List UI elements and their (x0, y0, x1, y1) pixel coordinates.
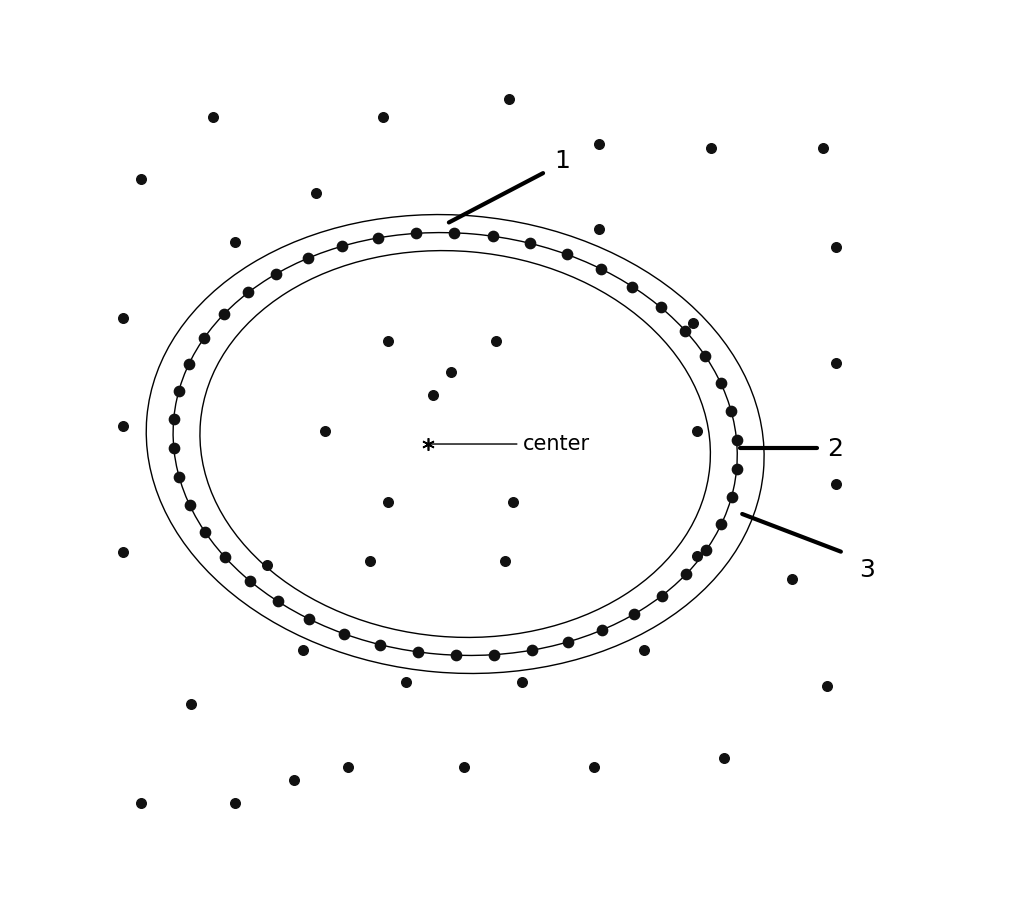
Point (302, 612, 318, 626)
Point (654, 588, 670, 603)
Point (133, 796, 149, 810)
Point (133, 172, 149, 187)
Point (560, 634, 576, 649)
Point (269, 594, 286, 608)
Point (678, 567, 694, 581)
Point (702, 141, 718, 155)
Point (183, 697, 199, 711)
Text: 3: 3 (859, 558, 875, 581)
Point (486, 648, 502, 662)
Point (723, 404, 740, 418)
Point (819, 679, 835, 693)
Point (506, 495, 522, 509)
Text: 1: 1 (554, 150, 570, 173)
Point (559, 248, 575, 262)
Point (448, 648, 464, 662)
Point (677, 324, 693, 338)
Point (689, 423, 705, 438)
Point (728, 461, 745, 475)
Point (484, 229, 500, 243)
Point (370, 231, 386, 245)
Point (487, 334, 503, 348)
Point (398, 675, 414, 689)
Point (334, 239, 350, 254)
Point (828, 239, 845, 254)
Point (653, 300, 669, 315)
Point (685, 316, 701, 330)
Point (713, 518, 730, 532)
Point (217, 550, 233, 564)
Point (456, 760, 472, 774)
Point (698, 543, 714, 557)
Point (828, 477, 845, 492)
Point (375, 109, 391, 124)
Point (295, 643, 311, 658)
Point (594, 623, 610, 637)
Point (515, 675, 531, 689)
Point (300, 251, 316, 266)
Point (115, 311, 131, 326)
Point (410, 645, 426, 659)
Point (227, 796, 243, 810)
Point (716, 751, 733, 765)
Text: 2: 2 (827, 437, 844, 460)
Point (171, 384, 187, 398)
Point (268, 266, 285, 281)
Point (241, 573, 257, 588)
Point (636, 643, 652, 658)
Point (182, 498, 198, 512)
Point (425, 388, 441, 402)
Point (205, 109, 221, 124)
Point (165, 413, 182, 427)
Point (197, 525, 213, 539)
Point (625, 280, 641, 294)
Point (815, 141, 831, 155)
Point (689, 549, 705, 563)
Point (240, 285, 256, 300)
Point (196, 331, 212, 345)
Point (626, 607, 642, 622)
Point (362, 553, 378, 568)
Point (443, 365, 459, 379)
Point (115, 544, 131, 559)
Point (258, 558, 274, 572)
Point (336, 626, 352, 640)
Point (586, 760, 602, 774)
Point (524, 643, 540, 658)
Text: center: center (431, 434, 589, 454)
Point (828, 356, 845, 370)
Point (723, 490, 740, 504)
Point (590, 136, 606, 151)
Point (372, 638, 388, 652)
Point (712, 376, 728, 390)
Point (165, 441, 182, 456)
Point (408, 226, 424, 240)
Point (379, 495, 396, 509)
Point (115, 419, 131, 433)
Point (590, 222, 606, 236)
Point (317, 423, 333, 438)
Point (728, 432, 745, 447)
Point (523, 236, 539, 250)
Point (286, 773, 302, 788)
Point (172, 470, 188, 484)
Point (496, 553, 513, 568)
Point (216, 307, 232, 321)
Point (500, 91, 517, 106)
Point (379, 334, 396, 348)
Point (227, 235, 243, 249)
Point (697, 349, 713, 363)
Point (783, 571, 799, 586)
Point (446, 226, 462, 240)
Point (593, 262, 609, 276)
Point (308, 186, 324, 200)
Point (339, 760, 355, 774)
Point (181, 356, 197, 370)
